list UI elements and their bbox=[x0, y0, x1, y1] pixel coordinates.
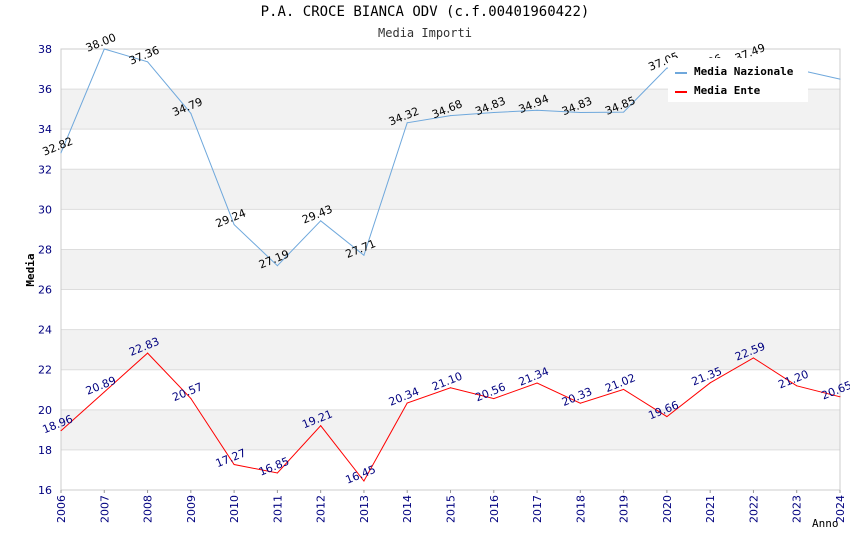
legend-box bbox=[668, 58, 808, 102]
data-point bbox=[103, 48, 105, 50]
x-axis-label: Anno bbox=[812, 517, 839, 530]
data-label: 20.34 bbox=[387, 385, 421, 409]
y-tick-label: 36 bbox=[38, 83, 52, 96]
x-tick-label: 2024 bbox=[834, 495, 847, 523]
x-tick-label: 2007 bbox=[98, 495, 111, 523]
legend-label-media-ente: Media Ente bbox=[694, 84, 761, 97]
data-point bbox=[666, 416, 668, 418]
data-point bbox=[752, 357, 754, 359]
data-point bbox=[623, 111, 625, 113]
x-tick-label: 2021 bbox=[704, 495, 717, 523]
x-tick-label: 2012 bbox=[315, 495, 328, 523]
y-tick-label: 22 bbox=[38, 364, 52, 377]
data-point bbox=[276, 472, 278, 474]
data-point bbox=[60, 152, 62, 154]
y-tick-label: 26 bbox=[38, 284, 52, 297]
data-label: 20.65 bbox=[820, 379, 850, 403]
y-tick-label: 28 bbox=[38, 243, 52, 256]
data-point bbox=[320, 220, 322, 222]
x-tick-label: 2011 bbox=[271, 495, 284, 523]
x-tick-label: 2018 bbox=[574, 495, 587, 523]
grid-band bbox=[61, 249, 840, 290]
data-point bbox=[666, 67, 668, 69]
data-label: 20.56 bbox=[473, 380, 507, 404]
x-tick-label: 2009 bbox=[185, 495, 198, 523]
x-tick-label: 2010 bbox=[228, 495, 241, 523]
legend: Media Nazionale Media Ente bbox=[668, 58, 808, 102]
x-tick-label: 2022 bbox=[747, 495, 760, 523]
y-tick-label: 38 bbox=[38, 43, 52, 56]
x-tick-label: 2014 bbox=[401, 495, 414, 523]
data-point bbox=[363, 254, 365, 256]
y-tick-label: 16 bbox=[38, 484, 52, 497]
data-label: 29.24 bbox=[214, 206, 248, 230]
x-tick-label: 2015 bbox=[445, 495, 458, 523]
data-point bbox=[493, 398, 495, 400]
data-point bbox=[839, 78, 841, 80]
data-label: 20.89 bbox=[84, 374, 118, 398]
data-point bbox=[839, 396, 841, 398]
data-point bbox=[536, 109, 538, 111]
data-point bbox=[450, 387, 451, 389]
data-point bbox=[536, 382, 538, 384]
grid-band bbox=[61, 409, 840, 450]
data-point bbox=[233, 464, 235, 466]
y-tick-label: 30 bbox=[38, 203, 52, 216]
data-point bbox=[363, 480, 365, 482]
grid-band bbox=[61, 169, 840, 210]
data-point bbox=[233, 224, 235, 226]
x-tick-label: 2006 bbox=[55, 495, 68, 523]
data-point bbox=[60, 430, 62, 432]
data-point bbox=[796, 385, 798, 387]
data-label: 37.36 bbox=[127, 44, 161, 68]
data-point bbox=[493, 112, 495, 114]
legend-label-media-nazionale: Media Nazionale bbox=[694, 65, 794, 78]
y-axis-ticks: 16 18 20 22 24 26 28 30 32 34 36 38 bbox=[38, 43, 52, 497]
x-tick-label: 2008 bbox=[142, 495, 155, 523]
data-point bbox=[406, 402, 408, 404]
data-label: 20.57 bbox=[170, 380, 204, 404]
data-point bbox=[623, 388, 625, 390]
data-point bbox=[103, 391, 105, 393]
data-point bbox=[320, 425, 322, 427]
chart-subtitle: Media Importi bbox=[378, 26, 472, 40]
x-tick-label: 2017 bbox=[531, 495, 544, 523]
data-point bbox=[579, 112, 581, 114]
data-label: 16.85 bbox=[257, 455, 291, 479]
data-point bbox=[147, 61, 149, 63]
x-tick-label: 2016 bbox=[488, 495, 501, 523]
x-tick-label: 2019 bbox=[618, 495, 631, 523]
y-tick-label: 34 bbox=[38, 123, 52, 136]
y-tick-label: 32 bbox=[38, 163, 52, 176]
data-label: 32.82 bbox=[41, 135, 75, 159]
chart-title: P.A. CROCE BIANCA ODV (c.f.00401960422) bbox=[260, 4, 590, 20]
x-tick-label: 2013 bbox=[358, 495, 371, 523]
x-axis-ticks: 2006 2007 2008 2009 2010 2011 2012 2013 2014 2015… bbox=[55, 490, 847, 523]
data-point bbox=[190, 112, 192, 114]
y-tick-label: 24 bbox=[38, 324, 52, 337]
y-tick-label: 20 bbox=[38, 404, 52, 417]
x-tick-label: 2023 bbox=[791, 495, 804, 523]
data-label: 20.33 bbox=[560, 385, 594, 409]
data-label: 21.02 bbox=[603, 371, 637, 395]
y-axis-label: Media bbox=[24, 253, 37, 286]
data-point bbox=[709, 382, 711, 384]
y-tick-label: 18 bbox=[38, 444, 52, 457]
data-point bbox=[190, 397, 192, 399]
grid-band bbox=[61, 329, 840, 370]
data-point bbox=[276, 265, 278, 267]
data-point bbox=[579, 402, 581, 404]
data-label: 16.45 bbox=[344, 463, 378, 487]
x-tick-label: 2020 bbox=[661, 495, 674, 523]
data-point bbox=[147, 352, 149, 354]
data-point bbox=[406, 122, 408, 124]
data-point bbox=[450, 115, 451, 117]
